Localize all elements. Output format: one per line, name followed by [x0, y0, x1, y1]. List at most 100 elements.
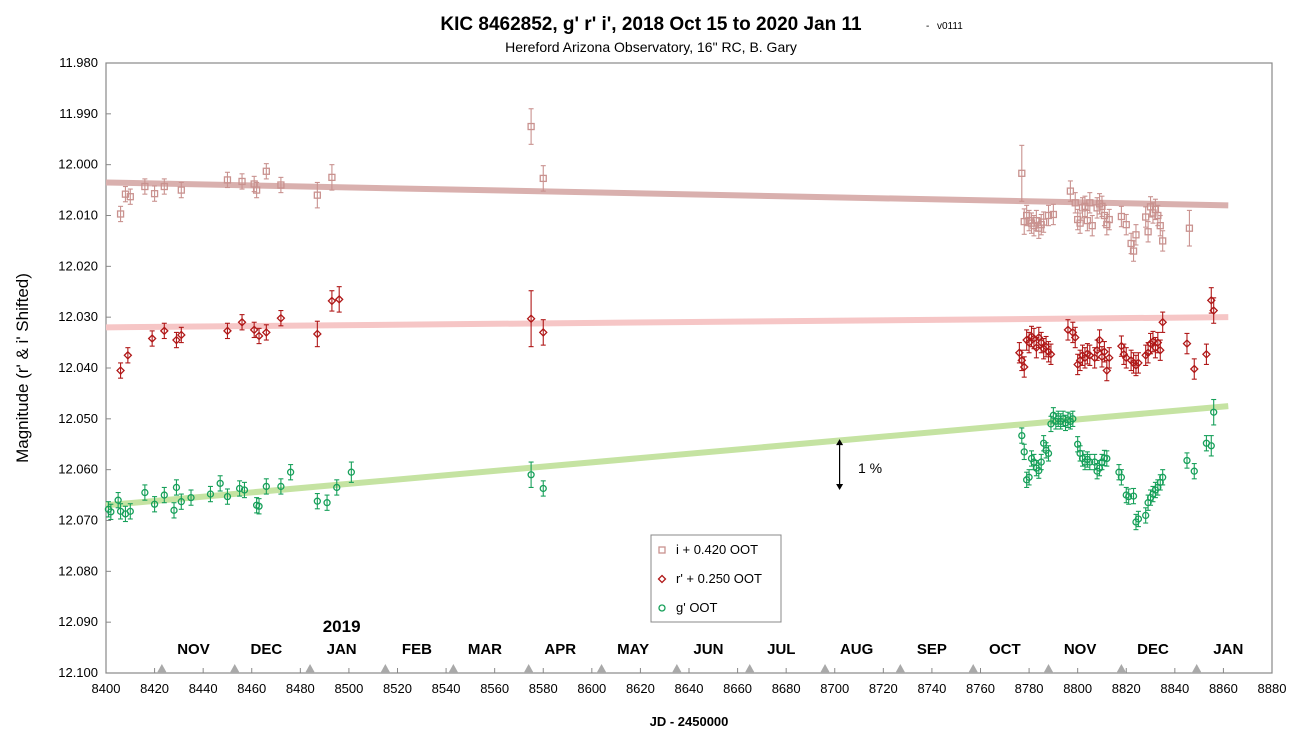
y-tick-label: 12.080	[58, 563, 98, 578]
point-g	[126, 507, 134, 516]
point-g	[1142, 511, 1150, 520]
x-tick-label: 8400	[92, 681, 121, 696]
y-tick-label: 11.980	[59, 55, 98, 70]
legend-marker-r	[657, 574, 667, 584]
x-tick-label: 8600	[577, 681, 606, 696]
y-tick-label: 12.100	[58, 665, 98, 680]
point-g	[1190, 467, 1198, 475]
month-label: APR	[544, 641, 576, 658]
point-g	[1035, 467, 1043, 475]
month-label: NOV	[1064, 641, 1097, 658]
x-tick-label: 8680	[772, 681, 801, 696]
month-marker-triangle	[523, 664, 534, 673]
month-label: JUN	[693, 641, 723, 658]
point-r	[1095, 335, 1104, 345]
month-label: DEC	[1137, 641, 1169, 658]
x-axis-label: JD - 2450000	[650, 714, 729, 729]
month-marker-triangle	[895, 664, 906, 673]
point-g	[539, 484, 547, 493]
point-g	[172, 483, 181, 492]
point-r	[1102, 366, 1112, 375]
point-i	[262, 167, 270, 175]
point-g	[255, 502, 263, 510]
month-label: AUG	[840, 641, 873, 658]
point-g	[170, 506, 178, 514]
point-i	[277, 181, 285, 189]
point-g	[323, 499, 331, 507]
x-axis-ticks: 8400 8420 8440 8460 8480 8500 8520 8540 8560 8580…	[92, 668, 1286, 696]
point-r	[526, 314, 536, 324]
x-tick-label: 8480	[286, 681, 315, 696]
month-label: SEP	[917, 641, 947, 658]
month-labels: NOV DEC JAN FEB MAR APR MAY JUN JUL AUG SEP OCT NOV D…	[177, 617, 1243, 658]
point-g	[141, 488, 149, 497]
point-g	[1183, 456, 1191, 465]
point-g	[160, 491, 168, 499]
point-g	[1037, 458, 1045, 466]
point-g	[235, 484, 244, 493]
y-tick-label: 11.990	[59, 106, 98, 121]
point-g	[333, 483, 341, 492]
x-tick-label: 8540	[432, 681, 461, 696]
point-g	[1207, 442, 1215, 450]
point-g	[223, 492, 232, 501]
point-r	[1189, 364, 1199, 374]
point-r	[1121, 353, 1131, 363]
point-i	[1185, 224, 1194, 232]
month-label: OCT	[989, 641, 1021, 658]
point-i	[1049, 210, 1058, 219]
y-axis-ticks: 11.980 11.990 12.000 12.010 12.020 12.030 12.0…	[58, 55, 111, 680]
x-tick-label: 8740	[917, 681, 946, 696]
month-marker-triangle	[448, 664, 459, 673]
y-tick-label: 12.060	[58, 462, 98, 477]
point-r	[1070, 333, 1080, 342]
point-i	[1098, 202, 1106, 211]
month-marker-triangle	[744, 664, 755, 673]
y-tick-label: 12.050	[58, 411, 98, 426]
point-r	[176, 330, 186, 340]
point-g	[286, 468, 295, 476]
point-r	[1099, 347, 1109, 357]
x-tick-label: 8800	[1063, 681, 1092, 696]
point-r	[1104, 353, 1114, 363]
point-i	[1083, 216, 1092, 225]
x-tick-label: 8760	[966, 681, 995, 696]
x-tick-label: 8500	[334, 681, 363, 696]
x-tick-label: 8780	[1015, 681, 1044, 696]
point-g	[1069, 415, 1077, 423]
x-tick-label: 8840	[1160, 681, 1189, 696]
point-g	[313, 497, 321, 505]
point-r	[538, 327, 548, 337]
point-r	[1133, 358, 1143, 368]
point-g	[1129, 492, 1138, 500]
point-i	[1044, 211, 1053, 220]
chart-version-dash: -	[926, 21, 929, 32]
month-label: MAR	[468, 641, 502, 658]
point-i	[1100, 211, 1109, 220]
trend-line-g	[105, 403, 1229, 509]
point-r	[254, 331, 264, 341]
point-i	[150, 189, 159, 198]
point-i	[223, 176, 232, 184]
point-g	[1049, 411, 1058, 419]
data-points	[104, 108, 1219, 531]
point-i	[1156, 222, 1164, 230]
point-r	[334, 294, 344, 304]
point-i	[1122, 220, 1130, 229]
y-tick-label: 12.070	[58, 513, 98, 528]
point-i	[1105, 215, 1113, 224]
point-i	[126, 193, 134, 201]
point-r	[1046, 349, 1056, 359]
y-tick-label: 12.020	[58, 258, 98, 273]
month-marker-triangle	[1191, 664, 1202, 673]
point-i	[1018, 169, 1026, 177]
point-r	[1085, 350, 1095, 360]
month-marker-triangle	[156, 664, 167, 673]
point-r	[147, 334, 157, 343]
x-tick-label: 8700	[820, 681, 849, 696]
series-g	[104, 398, 1218, 531]
x-tick-label: 8520	[383, 681, 412, 696]
series-r	[116, 286, 1219, 382]
month-marker-triangle	[820, 664, 831, 673]
month-label: JAN	[1213, 641, 1243, 658]
